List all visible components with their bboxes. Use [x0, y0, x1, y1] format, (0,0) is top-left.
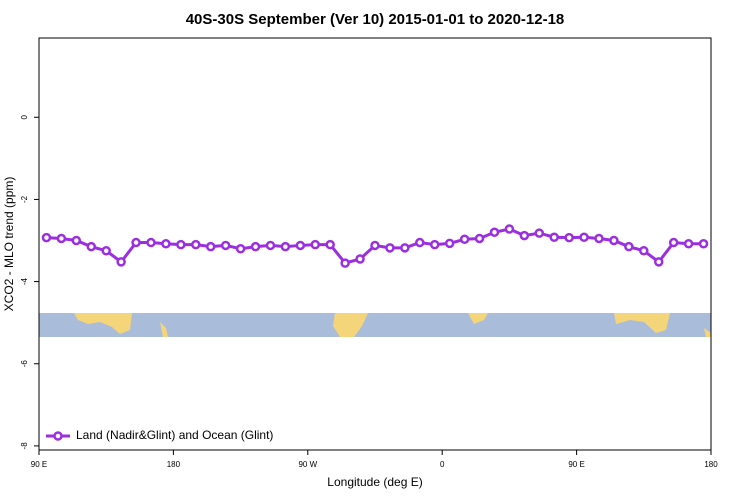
data-point: [668, 237, 679, 248]
data-point: [609, 235, 619, 246]
y-tick-label: -6: [20, 360, 29, 368]
data-point: [41, 232, 52, 243]
data-point: [400, 243, 410, 253]
x-tick-label: 90 W: [298, 460, 317, 469]
data-point: [161, 239, 171, 249]
data-point: [683, 239, 694, 249]
data-point: [429, 239, 440, 250]
data-point: [295, 240, 306, 251]
data-point: [280, 241, 291, 252]
data-point: [504, 224, 515, 234]
data-point: [176, 239, 186, 250]
data-point: [340, 258, 350, 268]
data-point: [489, 227, 500, 238]
y-axis-label: XCO2 - MLO trend (ppm): [2, 177, 16, 312]
data-point: [205, 241, 216, 252]
legend-marker: [53, 431, 63, 441]
y-tick-label: -8: [20, 442, 29, 450]
data-point: [325, 239, 335, 250]
data-point: [310, 239, 321, 250]
data-point: [564, 232, 574, 243]
data-point: [444, 238, 455, 249]
data-point: [116, 257, 126, 267]
data-point: [131, 237, 141, 248]
data-point: [459, 234, 470, 245]
data-point: [191, 239, 201, 250]
data-point: [385, 243, 395, 253]
x-tick-label: 0: [440, 460, 445, 469]
y-tick-label: -4: [20, 277, 29, 285]
data-point: [653, 257, 664, 267]
data-point: [534, 228, 545, 238]
data-point: [101, 246, 111, 256]
data-point: [474, 233, 485, 244]
data-point: [639, 246, 649, 256]
land-ocean-strip: [39, 313, 711, 337]
data-point: [549, 232, 559, 242]
data-point: [415, 237, 425, 248]
x-tick-label: 90 E: [568, 460, 584, 469]
data-point: [220, 240, 231, 251]
data-point: [698, 239, 709, 249]
y-tick-label: 0: [20, 115, 29, 120]
x-tick-label: 90 E: [31, 460, 47, 469]
data-point: [594, 233, 604, 244]
data-point: [624, 241, 634, 252]
plot-frame: [38, 37, 712, 451]
x-axis-label: Longitude (deg E): [327, 475, 422, 489]
x-tick-label: 180: [167, 460, 181, 469]
data-point: [519, 230, 530, 241]
data-point: [355, 254, 365, 264]
y-tick-label: -2: [20, 195, 29, 203]
data-point: [71, 235, 82, 246]
data-point: [146, 237, 156, 248]
data-point: [265, 240, 276, 251]
data-point: [56, 233, 67, 244]
x-tick-label: 180: [704, 460, 718, 469]
chart-title: 40S-30S September (Ver 10) 2015-01-01 to…: [186, 11, 565, 28]
data-point: [86, 241, 97, 252]
legend-label: Land (Nadir&Glint) and Ocean (Glint): [76, 428, 273, 442]
data-point: [579, 232, 589, 242]
data-point: [370, 240, 380, 251]
data-point: [250, 241, 261, 252]
data-point: [235, 243, 246, 254]
